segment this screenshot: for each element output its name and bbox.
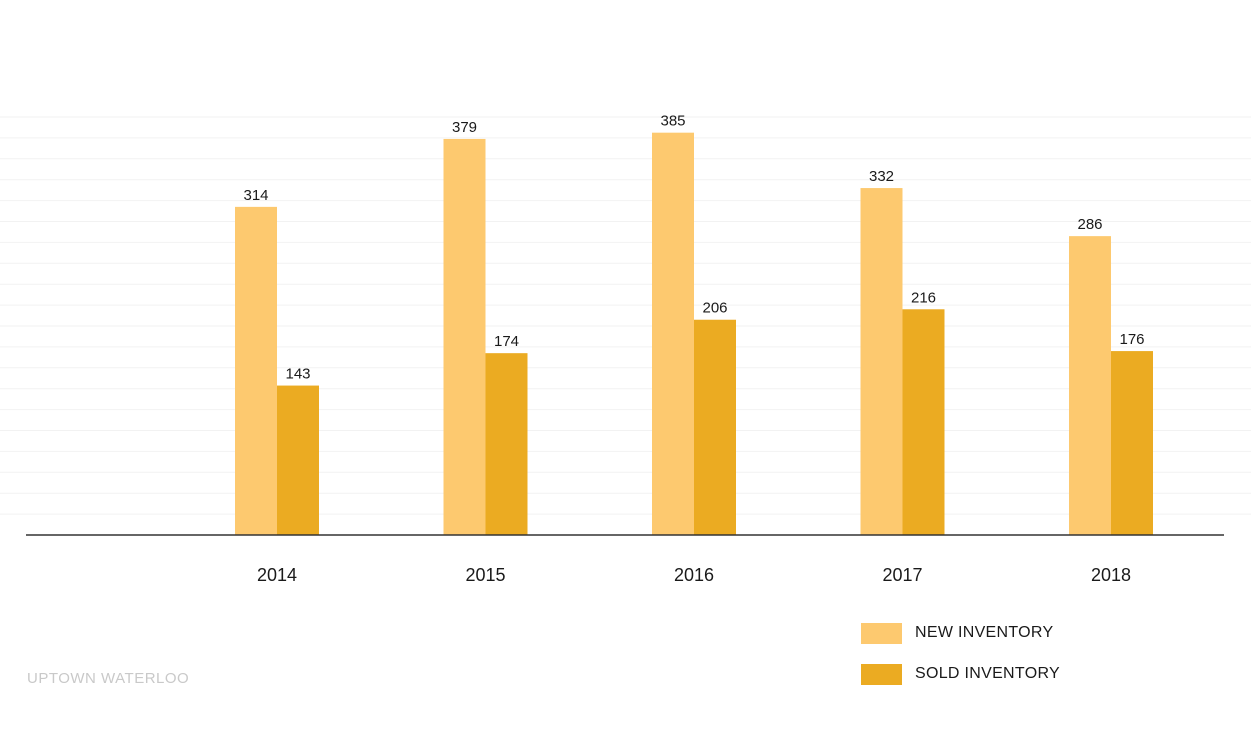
data-label-sold-2014: 143 <box>285 366 310 383</box>
gridlines <box>0 116 1251 515</box>
x-tick-label-2018: 2018 <box>1091 565 1131 585</box>
bars <box>235 132 1153 536</box>
legend-swatch-new <box>861 622 902 644</box>
legend-item-sold: SOLD INVENTORY <box>861 663 1060 685</box>
bar-sold-2016 <box>694 319 736 535</box>
bar-new-2018 <box>1069 236 1111 535</box>
bar-sold-2015 <box>485 353 528 535</box>
data-label-new-2015: 379 <box>452 119 477 136</box>
bar-new-2015 <box>443 138 486 535</box>
bar-sold-2018 <box>1111 351 1153 535</box>
data-label-new-2014: 314 <box>243 187 268 204</box>
legend: NEW INVENTORY SOLD INVENTORY <box>861 622 1060 704</box>
x-tick-label-2017: 2017 <box>882 565 922 585</box>
legend-label-sold: SOLD INVENTORY <box>915 665 1060 682</box>
data-label-new-2018: 286 <box>1077 216 1102 233</box>
x-tick-labels: 2014 2015 2016 2017 2018 <box>257 565 1131 585</box>
data-label-sold-2016: 206 <box>702 300 727 317</box>
data-label-sold-2017: 216 <box>911 289 936 306</box>
source-label: UPTOWN WATERLOO <box>27 670 190 687</box>
x-tick-label-2016: 2016 <box>674 565 714 585</box>
x-tick-label-2015: 2015 <box>465 565 505 585</box>
data-label-new-2017: 332 <box>869 168 894 185</box>
data-label-new-2016: 385 <box>660 113 685 130</box>
bar-new-2017 <box>860 188 903 535</box>
bar-new-2016 <box>652 132 694 536</box>
bar-new-2014 <box>235 206 277 535</box>
legend-item-new: NEW INVENTORY <box>861 622 1060 644</box>
data-label-sold-2018: 176 <box>1119 331 1144 348</box>
bar-sold-2017 <box>902 309 945 535</box>
legend-label-new: NEW INVENTORY <box>915 624 1054 641</box>
x-tick-label-2014: 2014 <box>257 565 297 585</box>
data-labels: 314 143 379 174 385 206 332 216 286 176 <box>243 113 1144 383</box>
legend-swatch-sold <box>861 663 902 685</box>
data-label-sold-2015: 174 <box>494 333 519 350</box>
bar-sold-2014 <box>277 385 319 535</box>
